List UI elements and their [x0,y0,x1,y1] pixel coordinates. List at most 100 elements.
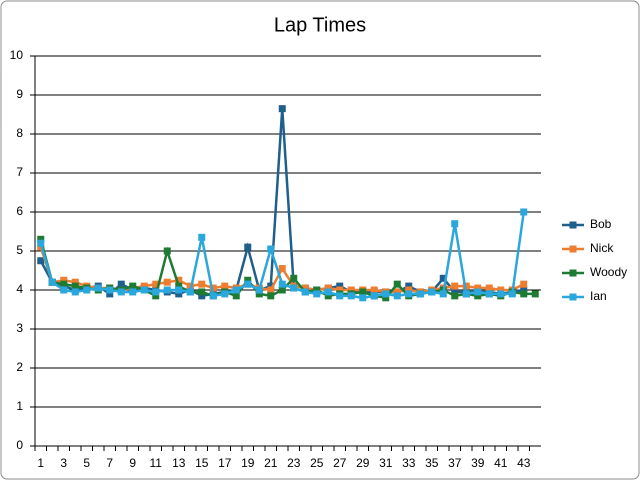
legend-label: Ian [590,289,607,303]
point [370,286,378,294]
point [336,292,344,300]
point [462,282,470,290]
point [209,292,217,300]
point [232,292,240,300]
point [520,290,528,298]
point [451,282,459,290]
point [474,292,482,300]
x-tick-label: 29 [356,456,370,470]
point [359,294,367,302]
point [485,284,493,292]
point [221,282,229,290]
y-tick-label: 3 [16,321,23,335]
point [175,282,183,290]
point [324,288,332,296]
y-tick-label: 8 [16,126,23,140]
point [255,286,263,294]
y-tick-label: 1 [16,399,23,413]
x-tick-label: 35 [425,456,439,470]
point [37,239,45,247]
point [244,280,252,288]
point [336,286,344,294]
y-tick-label: 7 [16,165,23,179]
point [382,294,390,302]
point [439,290,447,298]
point [347,286,355,294]
point [336,282,344,290]
point [106,286,114,294]
point [60,276,68,284]
point [163,286,171,294]
x-tick-label: 13 [172,456,186,470]
point [48,278,56,286]
x-tick-label: 43 [517,456,531,470]
point [255,290,263,298]
point [520,286,528,294]
point [393,288,401,296]
point [175,276,183,284]
x-tick-label: 37 [448,456,462,470]
legend-marker [569,245,577,253]
point [163,278,171,286]
point [186,288,194,296]
point [359,288,367,296]
point [324,284,332,292]
point [163,247,171,255]
y-tick-label: 5 [16,243,23,257]
point [267,286,275,294]
legend-marker [569,221,577,229]
point [497,290,505,298]
point [520,280,528,288]
y-tick-label: 9 [16,87,23,101]
y-tick-label: 4 [16,282,23,296]
legend-marker [569,269,577,277]
x-tick-label: 1 [37,456,44,470]
point [198,233,206,241]
point [152,292,160,300]
point [37,235,45,243]
point [152,280,160,288]
point [37,257,45,265]
chart-title: Lap Times [274,14,366,36]
point [152,288,160,296]
point [175,286,183,294]
point [83,286,91,294]
point [71,282,79,290]
point [278,280,286,288]
point [405,282,413,290]
point [267,245,275,253]
point [94,284,102,292]
point [439,274,447,282]
y-tick-label: 0 [16,438,23,452]
point [416,290,424,298]
point [428,288,436,296]
legend-label: Nick [590,241,614,255]
x-tick-label: 19 [241,456,255,470]
point [106,290,114,298]
point [313,290,321,298]
point [129,282,137,290]
point [221,290,229,298]
point [405,290,413,298]
point [393,280,401,288]
x-tick-label: 5 [83,456,90,470]
point [301,284,309,292]
x-tick-label: 41 [494,456,508,470]
x-tick-label: 33 [402,456,416,470]
point [71,278,79,286]
point [129,288,137,296]
legend-marker [569,293,577,301]
point [60,280,68,288]
point [485,290,493,298]
point [198,280,206,288]
point [198,292,206,300]
point [313,286,321,294]
point [175,290,183,298]
point [140,286,148,294]
point [451,288,459,296]
point [290,284,298,292]
point [244,276,252,284]
